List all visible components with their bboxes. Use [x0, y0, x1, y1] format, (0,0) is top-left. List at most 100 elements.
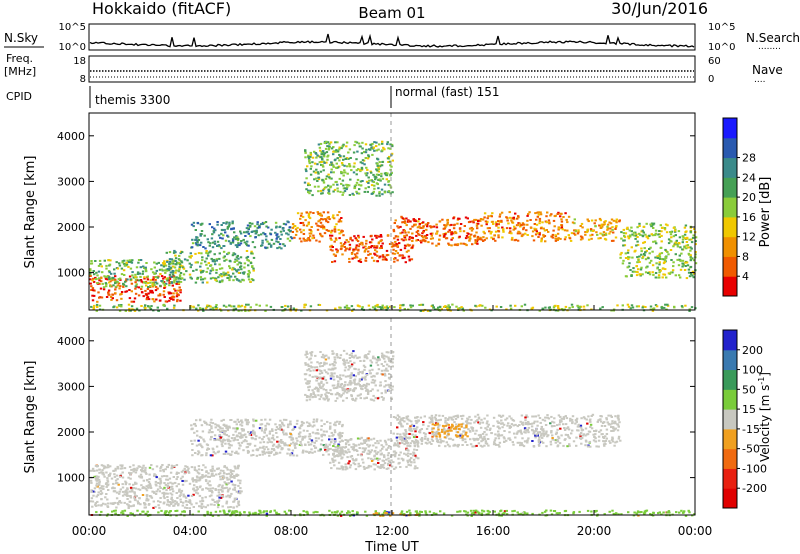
power-cell: [338, 177, 341, 180]
velocity-cell: [322, 433, 325, 436]
power-cell: [108, 263, 112, 266]
velocity-cell: [512, 419, 516, 422]
power-cell: [407, 249, 410, 252]
velocity-cell: [305, 421, 309, 424]
velocity-cell: [239, 432, 242, 435]
power-cell: [497, 220, 500, 223]
velocity-cell: [116, 482, 119, 485]
power-cell: [216, 240, 220, 243]
velocity-cell: [553, 417, 556, 420]
velocity-cell: [106, 498, 109, 501]
power-cell: [153, 284, 156, 287]
power-cell: [162, 264, 166, 266]
power-cell: [369, 170, 372, 173]
power-cell: [370, 179, 373, 182]
power-cell: [681, 265, 684, 268]
power-cell: [220, 267, 224, 270]
velocity-cell: [119, 467, 123, 470]
power-cell: [438, 234, 442, 237]
velocity-cell: [232, 506, 235, 509]
velocity-cell: [237, 432, 241, 435]
power-cell: [92, 307, 96, 309]
power-cell: [305, 177, 308, 180]
power-cell: [546, 211, 549, 214]
power-band: [329, 234, 415, 264]
velocity-cell: [226, 490, 230, 493]
power-cell: [100, 296, 104, 299]
power-cell: [648, 234, 651, 237]
power-cell: [223, 273, 226, 276]
power-cell: [262, 231, 265, 234]
power-cell: [510, 238, 514, 241]
velocity-cell: [137, 502, 140, 505]
power-cell: [658, 252, 662, 255]
velocity-cell: [322, 430, 326, 433]
velocity-cell: [412, 458, 416, 461]
velocity-cell: [406, 455, 410, 458]
velocity-cell: [91, 500, 95, 503]
power-cell: [537, 213, 540, 216]
velocity-cell: [221, 487, 225, 490]
power-cell: [644, 306, 647, 308]
power-cell: [512, 228, 515, 231]
velocity-cell: [154, 480, 158, 483]
velocity-cell: [403, 443, 406, 446]
velocity-cell: [435, 422, 438, 425]
power-cell: [385, 178, 388, 181]
velocity-cell: [365, 466, 368, 469]
power-cell: [228, 276, 231, 279]
velocity-cell: [575, 420, 578, 423]
velocity-cell: [199, 505, 202, 508]
power-cell: [115, 299, 119, 302]
power-cell: [199, 234, 202, 237]
velocity-cell: [118, 501, 121, 503]
velocity-cell: [281, 423, 284, 426]
velocity-cell: [575, 436, 578, 439]
velocity-cell: [222, 476, 226, 479]
power-cell: [211, 241, 215, 244]
power-cell: [425, 228, 428, 231]
velocity-cell: [105, 482, 108, 484]
velocity-cell: [406, 461, 410, 464]
power-cell: [269, 245, 273, 248]
power-cell: [681, 262, 685, 265]
nsearch-label: N.Search: [746, 31, 800, 45]
velocity-cell: [211, 454, 214, 457]
velocity-cell: [222, 475, 225, 478]
power-cell: [338, 232, 341, 235]
power-cell: [103, 259, 106, 262]
velocity-cell: [380, 444, 383, 447]
power-cell: [178, 254, 181, 257]
velocity-cell: [250, 454, 253, 457]
power-cell: [329, 245, 332, 248]
velocity-cell: [346, 467, 349, 470]
velocity-cell: [171, 488, 174, 490]
velocity-cell: [270, 447, 274, 450]
nsearch-tick-top: 10^5: [708, 22, 735, 33]
velocity-cell: [413, 445, 417, 448]
velocity-cell: [234, 452, 237, 454]
power-cell: [459, 230, 462, 233]
velocity-cell: [339, 433, 342, 436]
velocity-cell: [392, 416, 396, 418]
power-cell: [215, 304, 218, 306]
power-cell: [199, 244, 202, 247]
power-cell: [91, 279, 94, 282]
power-cell: [429, 225, 432, 228]
power-cell: [192, 225, 195, 228]
velocity-cell: [111, 486, 115, 489]
velocity-cell: [483, 444, 486, 447]
power-cell: [139, 275, 142, 278]
velocity-cell: [211, 465, 214, 468]
velocity-cell: [179, 501, 183, 503]
velocity-cell: [369, 465, 373, 468]
power-cell: [535, 218, 538, 221]
power-cell: [634, 231, 637, 234]
velocity-cell: [341, 432, 344, 435]
power-cell: [312, 212, 315, 214]
power-cell: [357, 183, 360, 186]
power-cell: [686, 264, 690, 267]
velocity-cell: [255, 435, 258, 438]
power-cell: [309, 167, 312, 170]
velocity-cell: [236, 438, 239, 441]
